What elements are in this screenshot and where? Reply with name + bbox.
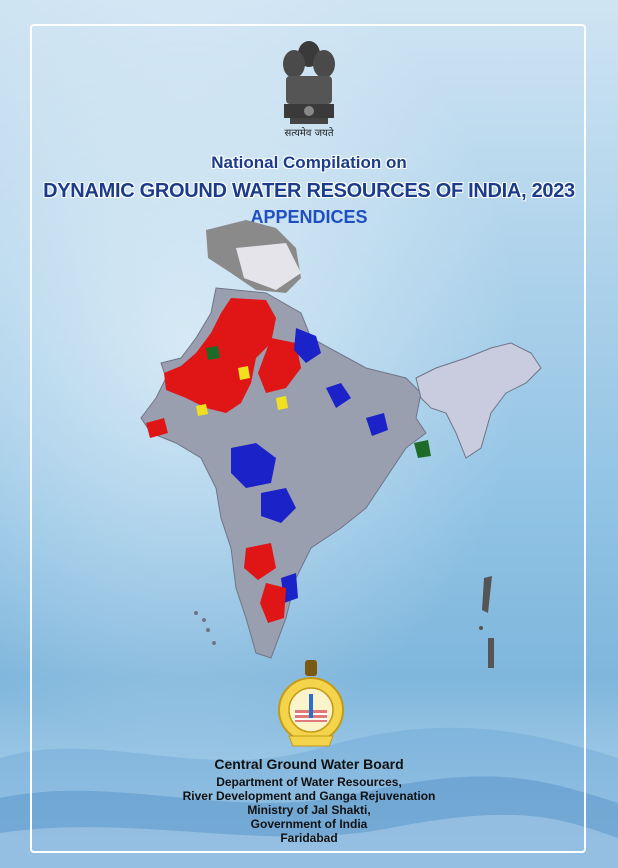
organization-government: Government of India: [250, 817, 368, 831]
organization-city: Faridabad: [280, 831, 338, 845]
title-appendices: APPENDICES: [250, 207, 368, 227]
emblem-motto: सत्यमेव जयते: [284, 128, 334, 139]
organization-department: Department of Water Resources,: [216, 775, 402, 789]
india-district-map-icon: [140, 220, 542, 668]
cover-frame: [30, 24, 586, 853]
water-waves-background: [0, 727, 618, 868]
organization-name: Central Ground Water Board: [214, 756, 404, 772]
national-emblem-icon: [283, 41, 335, 124]
title-line-2: DYNAMIC GROUND WATER RESOURCES OF INDIA,…: [43, 180, 575, 202]
cgwb-logo-icon: [278, 660, 344, 747]
organization-ministry: Ministry of Jal Shakti,: [247, 803, 371, 817]
title-line-1: National Compilation on: [211, 153, 407, 172]
organization-division: River Development and Ganga Rejuvenation: [182, 789, 436, 803]
